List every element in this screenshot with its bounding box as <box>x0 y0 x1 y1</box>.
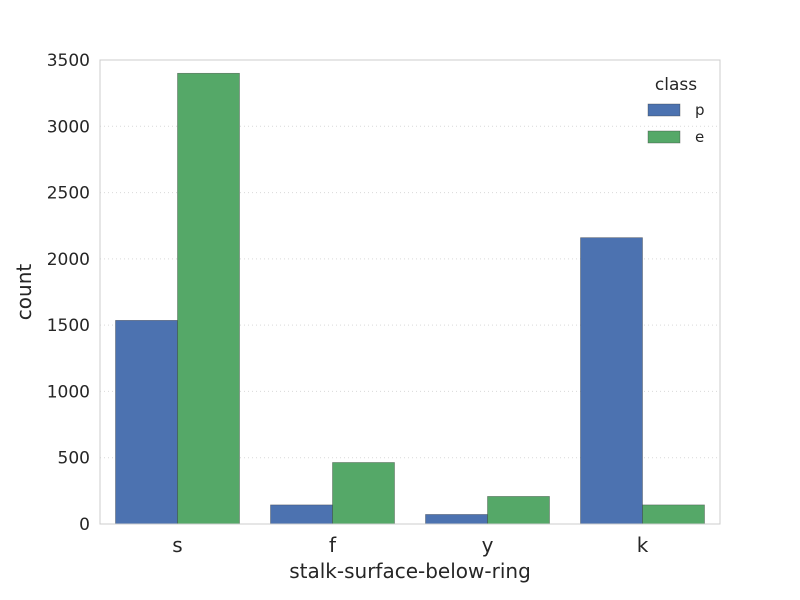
y-tick-label: 3000 <box>47 117 90 137</box>
y-tick-label: 500 <box>58 449 90 469</box>
x-tick-label: k <box>637 533 649 557</box>
bars <box>115 72 705 525</box>
y-tick-labels: 0 500 1000 1500 2000 2500 3000 3500 <box>47 51 90 535</box>
y-tick-label: 1000 <box>47 382 90 402</box>
legend-swatch-p <box>647 103 681 117</box>
bar-p-y <box>425 514 488 525</box>
bar-e-f <box>332 462 395 525</box>
y-tick-label: 1500 <box>47 316 90 336</box>
legend-swatch-e <box>647 130 681 144</box>
y-tick-label: 2000 <box>47 250 90 270</box>
x-tick-label: f <box>329 533 337 557</box>
bar-p-k <box>580 237 643 525</box>
x-tick-label: s <box>172 533 182 557</box>
x-tick-label: y <box>482 533 494 557</box>
plot-frame <box>99 59 721 525</box>
y-tick-label: 2500 <box>47 184 90 204</box>
y-tick-label: 0 <box>79 515 90 535</box>
bar-p-f <box>270 504 333 525</box>
x-axis-label: stalk-surface-below-ring <box>289 559 531 583</box>
legend-label-p: p <box>695 101 705 119</box>
y-tick-label: 3500 <box>47 51 90 71</box>
bar-e-y <box>487 496 550 525</box>
bar-e-k <box>642 504 705 525</box>
legend-label-e: e <box>695 128 704 146</box>
legend: class pe <box>647 75 705 146</box>
legend-title: class <box>655 75 697 95</box>
bar-e-s <box>177 72 240 525</box>
bar-p-s <box>115 320 178 525</box>
y-axis-label: count <box>12 264 36 321</box>
